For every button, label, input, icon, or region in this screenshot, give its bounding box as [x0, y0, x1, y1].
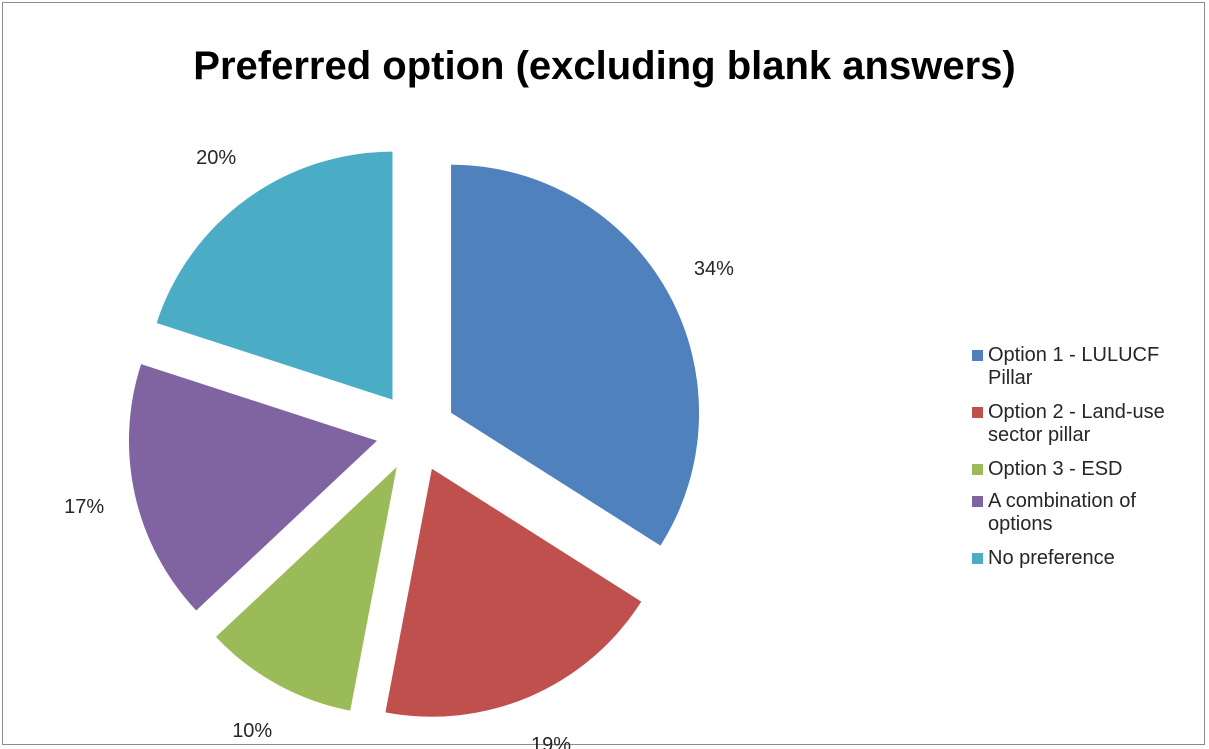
pie-data-label-2: 19% — [531, 734, 571, 749]
pie-slice-5 — [156, 151, 393, 400]
legend-swatch-4 — [972, 496, 983, 507]
pie-slice-4 — [128, 364, 377, 611]
legend-label-3: Option 3 - ESD — [988, 458, 1123, 480]
legend-swatch-2 — [972, 407, 983, 418]
legend-item-5: No preference — [972, 547, 1202, 570]
pie-slice-2 — [385, 468, 642, 717]
pie-data-label-1: 34% — [694, 258, 734, 280]
pie-slice-1 — [451, 164, 700, 546]
pie-slice-3 — [215, 467, 397, 711]
legend-swatch-5 — [972, 553, 983, 564]
legend-item-4: A combination of options — [972, 490, 1202, 536]
pie-data-label-5: 20% — [196, 147, 236, 169]
legend-label-1: Option 1 - LULUCF Pillar — [988, 344, 1160, 389]
legend-label-4: A combination of options — [988, 490, 1136, 535]
chart-title: Preferred option (excluding blank answer… — [193, 44, 1016, 88]
legend-item-3: Option 3 - ESD — [972, 458, 1202, 481]
legend-swatch-3 — [972, 464, 983, 475]
legend-swatch-1 — [972, 350, 983, 361]
legend-label-2: Option 2 - Land-use sector pillar — [988, 401, 1165, 446]
legend-label-5: No preference — [988, 547, 1115, 569]
pie-labels: 34% 19% 10% 17% 20% — [64, 147, 734, 749]
pie-data-label-3: 10% — [232, 720, 272, 742]
pie-slices — [128, 151, 700, 717]
pie-data-label-4: 17% — [64, 496, 104, 518]
legend-item-1: Option 1 - LULUCF Pillar — [972, 344, 1202, 390]
legend-item-2: Option 2 - Land-use sector pillar — [972, 401, 1202, 447]
